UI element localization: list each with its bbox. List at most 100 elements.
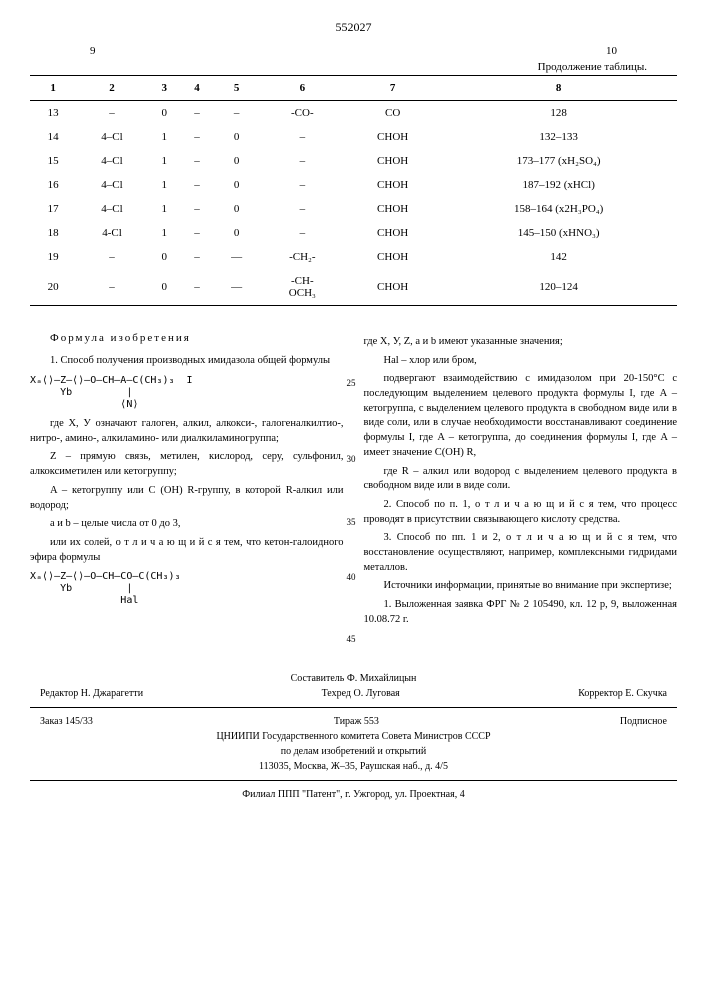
table-cell: – — [181, 269, 214, 305]
table-cell: 15 — [30, 149, 76, 173]
right-column: где X, У, Z, a и b имеют указанные значе… — [364, 331, 678, 631]
table-cell: 20 — [30, 269, 76, 305]
table-cell: – — [260, 125, 345, 149]
footer-addr1: 113035, Москва, Ж–35, Раушская наб., д. … — [30, 759, 677, 774]
table-cell: CHOH — [345, 245, 440, 269]
col2-where-r: где R – алкил или водород с выделением ц… — [364, 465, 678, 494]
table-cell: 0 — [213, 149, 259, 173]
footer-techred: Техред О. Луговая — [322, 686, 400, 701]
two-column-body: 25 30 35 40 45 Формула изобретения 1. Сп… — [30, 331, 677, 631]
claim-3: 3. Способ по пп. 1 и 2, о т л и ч а ю щ … — [364, 531, 678, 575]
table-header: 4 — [181, 76, 214, 101]
table-cell: CO — [345, 101, 440, 126]
table-cell: 0 — [213, 221, 259, 245]
footer-subscription: Подписное — [620, 714, 667, 729]
table-cell: – — [76, 101, 148, 126]
table-cell: 1 — [148, 149, 181, 173]
table-cell: 132–133 — [440, 125, 677, 149]
claim-1-salts: или их солей, о т л и ч а ю щ и й с я те… — [30, 536, 344, 565]
source-1: 1. Выложенная заявка ФРГ № 2 105490, кл.… — [364, 598, 678, 627]
table-row: 154–Cl1–0–CHOH173–177 (xH₂SO₄) — [30, 149, 677, 173]
line-number: 25 — [347, 377, 356, 390]
table-cell: CHOH — [345, 149, 440, 173]
table-header: 5 — [213, 76, 259, 101]
table-cell: – — [181, 197, 214, 221]
table-cell: – — [213, 101, 259, 126]
table-cell: – — [181, 125, 214, 149]
claim-1-where-xy: где X, У означают галоген, алкил, алкокс… — [30, 417, 344, 446]
footer-addr2: Филиал ППП "Патент", г. Ужгород, ул. Про… — [30, 787, 677, 802]
claim-1-where-a: A – кетогруппу или C (OH) R-группу, в ко… — [30, 484, 344, 513]
table-cell: -CH₂- — [260, 245, 345, 269]
table-header: 6 — [260, 76, 345, 101]
table-row: 13–0––-CO-CO128 — [30, 101, 677, 126]
page-left: 9 — [90, 45, 96, 57]
footer: Составитель Ф. Михайлицын Редактор Н. Дж… — [30, 671, 677, 802]
table-cell: 0 — [148, 245, 181, 269]
left-column: 25 30 35 40 45 Формула изобретения 1. Сп… — [30, 331, 344, 631]
table-row: 174–Cl1–0–CHOH158–164 (x2H₃PO₄) — [30, 197, 677, 221]
table-cell: 0 — [213, 197, 259, 221]
footer-org1: ЦНИИПИ Государственного комитета Совета … — [30, 729, 677, 744]
table-cell: – — [260, 149, 345, 173]
table-bottom-rule — [30, 305, 677, 306]
table-cell: 18 — [30, 221, 76, 245]
table-cell: 14 — [30, 125, 76, 149]
table-row: 184-Cl1–0–CHOH145–150 (xHNO₃) — [30, 221, 677, 245]
footer-tirage: Тираж 553 — [334, 714, 379, 729]
table-row: 20–0–—-CH- OCH₃CHOH120–124 — [30, 269, 677, 305]
claim-2: 2. Способ по п. 1, о т л и ч а ю щ и й с… — [364, 498, 678, 527]
chemical-formula-1: Xₐ⟨⟩—Z—⟨⟩—O—CH—A—C(CH₃)₃ I Yb | ⟨N⟩ — [30, 375, 344, 411]
table-cell: 145–150 (xHNO₃) — [440, 221, 677, 245]
table-cell: 13 — [30, 101, 76, 126]
page-numbers: 9 10 — [90, 45, 617, 57]
col2-where-hal: Hal – хлор или бром, — [364, 354, 678, 369]
table-cell: 17 — [30, 197, 76, 221]
table-cell: – — [181, 173, 214, 197]
table-cell: – — [260, 197, 345, 221]
table-cell: – — [260, 173, 345, 197]
chemical-formula-2: Xₐ⟨⟩—Z—⟨⟩—O—CH—CO—C(CH₃)₃ Yb | Hal — [30, 571, 344, 607]
table-cell: — — [213, 245, 259, 269]
table-cell: 4–Cl — [76, 173, 148, 197]
footer-order-num: Заказ 145/33 — [40, 714, 93, 729]
sources-title: Источники информации, принятые во вниман… — [364, 579, 678, 594]
table-cell: 120–124 — [440, 269, 677, 305]
table-header: 1 — [30, 76, 76, 101]
table-cell: — — [213, 269, 259, 305]
table-cell: 173–177 (xH₂SO₄) — [440, 149, 677, 173]
table-cell: 158–164 (x2H₃PO₄) — [440, 197, 677, 221]
table-cell: 0 — [148, 101, 181, 126]
page-right: 10 — [606, 45, 617, 57]
table-cell: CHOH — [345, 221, 440, 245]
table-cell: – — [76, 269, 148, 305]
table-cell: 0 — [213, 125, 259, 149]
table-cell: -CO- — [260, 101, 345, 126]
table-cell: 19 — [30, 245, 76, 269]
table-cell: CHOH — [345, 125, 440, 149]
claim-1-where-z: Z – прямую связь, метилен, кислород, сер… — [30, 450, 344, 479]
footer-editor: Редактор Н. Джарагетти — [40, 686, 143, 701]
table-header: 7 — [345, 76, 440, 101]
table-cell: CHOH — [345, 173, 440, 197]
patent-number: 552027 — [30, 20, 677, 35]
table-header: 8 — [440, 76, 677, 101]
table-cell: 4–Cl — [76, 125, 148, 149]
data-table: 12345678 13–0––-CO-CO128144–Cl1–0–CHOH13… — [30, 75, 677, 305]
footer-corrector: Корректор Е. Скучка — [578, 686, 667, 701]
table-header: 3 — [148, 76, 181, 101]
table-cell: 187–192 (xHCl) — [440, 173, 677, 197]
table-cell: 1 — [148, 221, 181, 245]
table-row: 144–Cl1–0–CHOH132–133 — [30, 125, 677, 149]
table-cell: 0 — [213, 173, 259, 197]
table-cell: CHOH — [345, 197, 440, 221]
claim-1-where-ab: a и b – целые числа от 0 до 3, — [30, 517, 344, 532]
table-cell: CHOH — [345, 269, 440, 305]
table-cell: 128 — [440, 101, 677, 126]
table-cell: -CH- OCH₃ — [260, 269, 345, 305]
table-cell: 142 — [440, 245, 677, 269]
footer-org2: по делам изобретений и открытий — [30, 744, 677, 759]
table-cell: 1 — [148, 125, 181, 149]
claims-title: Формула изобретения — [30, 331, 344, 346]
table-cell: 4–Cl — [76, 149, 148, 173]
